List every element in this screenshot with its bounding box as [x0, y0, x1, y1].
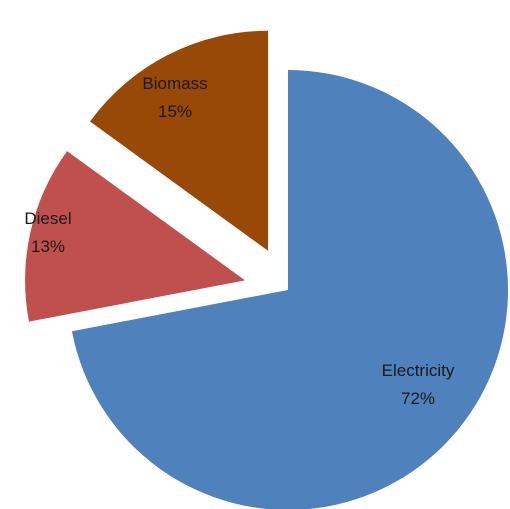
slice-percent: 72%	[401, 389, 435, 408]
pie-slices	[25, 30, 508, 509]
pie-slice-biomass	[90, 30, 269, 251]
pie-slice-electricity	[71, 70, 508, 509]
pie-slice-diesel	[25, 151, 246, 322]
slice-name: Biomass	[142, 74, 207, 93]
slice-label-biomass: Biomass 15%	[142, 74, 207, 121]
slice-percent: 13%	[31, 237, 65, 256]
pie-labels: Electricity 72% Diesel 13% Biomass 15%	[24, 74, 454, 408]
slice-name: Diesel	[24, 209, 71, 228]
slice-label-diesel: Diesel 13%	[24, 209, 71, 256]
slice-name: Electricity	[382, 361, 455, 380]
slice-label-electricity: Electricity 72%	[382, 361, 455, 408]
slice-percent: 15%	[158, 102, 192, 121]
